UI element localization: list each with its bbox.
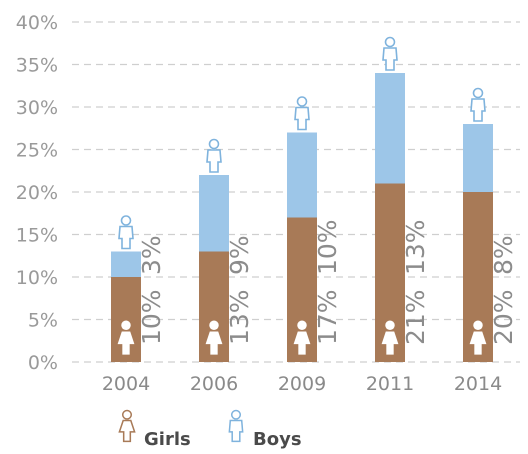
girl-figure-icon bbox=[117, 320, 135, 355]
girl-figure-icon-outline bbox=[118, 409, 136, 443]
y-tick-label: 0% bbox=[28, 352, 58, 374]
y-tick-label: 15% bbox=[16, 225, 58, 247]
y-tick-label: 30% bbox=[16, 97, 58, 119]
boy-figure-icon bbox=[228, 409, 244, 443]
boy-figure-icon bbox=[118, 215, 134, 250]
x-axis-ticks: 2004 2006 2009 2011 2014 bbox=[102, 373, 502, 395]
data-label-girls: 10% bbox=[137, 289, 166, 345]
x-tick-label: 2006 bbox=[190, 373, 238, 395]
data-label-girls: 21% bbox=[401, 289, 430, 345]
bar-boys bbox=[463, 124, 493, 192]
y-axis-ticks: 0% 5% 10% 15% 20% 25% 30% 35% 40% bbox=[16, 12, 58, 374]
girl-figure-icon bbox=[205, 320, 223, 355]
bar-boys bbox=[375, 73, 405, 184]
legend-item-girls: Girls bbox=[118, 409, 191, 450]
girl-figure-icon bbox=[469, 320, 487, 355]
bar-group-2006: 13%9% bbox=[199, 138, 254, 362]
data-label-girls: 13% bbox=[225, 289, 254, 345]
bar-group-2004: 10%3% bbox=[111, 215, 166, 362]
x-tick-label: 2011 bbox=[366, 373, 414, 395]
data-label-girls: 17% bbox=[313, 289, 342, 345]
data-label-boys: 13% bbox=[401, 219, 430, 275]
x-tick-label: 2014 bbox=[454, 373, 502, 395]
girl-figure-icon bbox=[293, 320, 311, 355]
legend-label-girls: Girls bbox=[144, 429, 191, 450]
legend-label-boys: Boys bbox=[253, 429, 302, 450]
data-label-boys: 3% bbox=[137, 235, 166, 275]
data-label-girls: 20% bbox=[489, 289, 518, 345]
bar-boys bbox=[111, 251, 141, 277]
y-tick-label: 25% bbox=[16, 140, 58, 162]
legend: Girls Boys bbox=[118, 409, 302, 450]
girl-figure-icon bbox=[381, 320, 399, 355]
boy-figure-icon bbox=[206, 138, 222, 173]
y-tick-label: 5% bbox=[28, 310, 58, 332]
bars: 10%3%13%9%17%10%21%13%20%8% bbox=[111, 36, 518, 362]
y-tick-label: 10% bbox=[16, 267, 58, 289]
data-label-boys: 10% bbox=[313, 219, 342, 275]
bar-boys bbox=[199, 175, 229, 252]
legend-item-boys: Boys bbox=[228, 409, 302, 450]
bar-group-2014: 20%8% bbox=[463, 87, 518, 362]
y-tick-label: 40% bbox=[16, 12, 58, 34]
bar-boys bbox=[287, 132, 317, 218]
x-tick-label: 2009 bbox=[278, 373, 326, 395]
y-tick-label: 20% bbox=[16, 182, 58, 204]
y-tick-label: 35% bbox=[16, 55, 58, 77]
boy-figure-icon bbox=[470, 87, 486, 122]
bar-group-2009: 17%10% bbox=[287, 96, 342, 362]
data-label-boys: 9% bbox=[225, 235, 254, 275]
girl-figure-icon bbox=[118, 409, 136, 443]
gridlines bbox=[72, 21, 520, 363]
data-label-boys: 8% bbox=[489, 235, 518, 275]
bar-group-2011: 21%13% bbox=[375, 36, 430, 362]
boy-figure-icon bbox=[382, 36, 398, 71]
x-tick-label: 2004 bbox=[102, 373, 150, 395]
boy-figure-icon bbox=[294, 96, 310, 131]
boy-figure-icon-outline bbox=[228, 409, 244, 443]
